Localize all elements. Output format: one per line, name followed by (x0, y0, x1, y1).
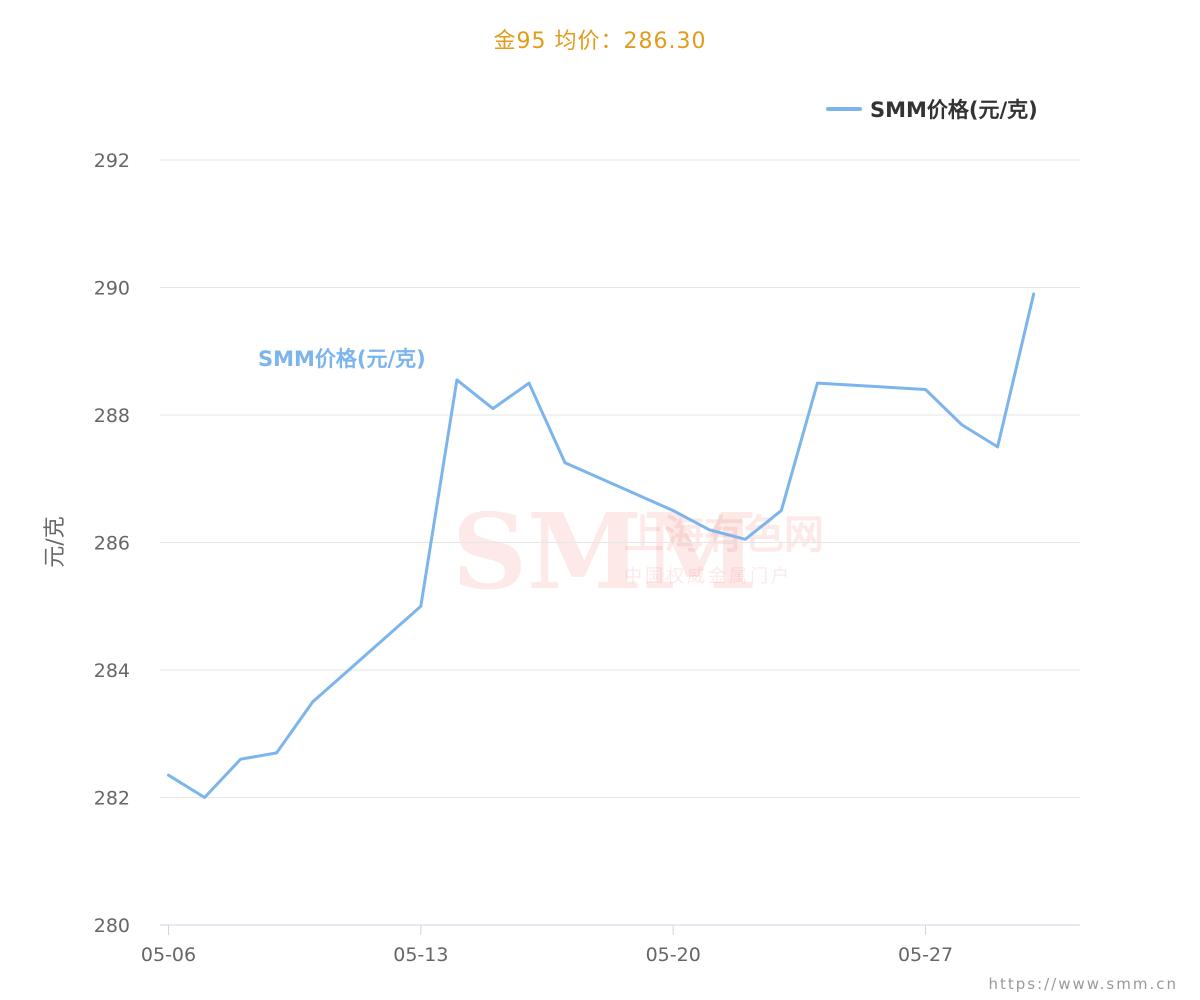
data-point[interactable] (525, 379, 533, 387)
y-tick-label: 284 (94, 660, 130, 682)
series-line[interactable] (167, 292, 1036, 799)
watermark: SMM 上海有色网 中国权威金属门户 (452, 490, 824, 613)
data-point[interactable] (813, 379, 821, 387)
y-tick-label: 282 (94, 788, 130, 810)
data-point[interactable] (237, 755, 245, 763)
x-tick-label: 05-27 (898, 944, 953, 966)
y-tick-label: 286 (94, 533, 130, 555)
legend-label[interactable]: SMM价格(元/克) (870, 98, 1038, 122)
data-point[interactable] (741, 535, 749, 543)
data-point[interactable] (165, 771, 173, 779)
data-point[interactable] (417, 602, 425, 610)
legend[interactable]: SMM价格(元/克) (826, 98, 1038, 122)
data-point[interactable] (273, 749, 281, 757)
data-point[interactable] (561, 459, 569, 467)
watermark-subtitle: 中国权威金属门户 (624, 566, 792, 587)
credit-link[interactable]: https://www.smm.cn (988, 975, 1178, 993)
series-group (165, 290, 1038, 802)
data-point[interactable] (994, 443, 1002, 451)
data-point[interactable] (669, 507, 677, 515)
y-axis-title: 元/克 (43, 516, 68, 567)
grid (160, 159, 1080, 798)
data-point[interactable] (201, 794, 209, 802)
chart-title: 金95 均价：286.30 (494, 29, 707, 54)
x-tick-label: 05-20 (646, 944, 701, 966)
x-axis-ticks: 05-06 05-13 05-20 05-27 (141, 925, 953, 966)
data-point[interactable] (922, 386, 930, 394)
y-tick-label: 290 (94, 278, 130, 300)
y-axis-ticks: 280 282 284 286 288 290 292 (94, 150, 130, 937)
data-point[interactable] (489, 405, 497, 413)
watermark-logo: SMM (452, 490, 757, 613)
series-inline-label: SMM价格(元/克) (258, 347, 426, 371)
data-point[interactable] (1030, 290, 1038, 298)
data-point[interactable] (777, 507, 785, 515)
x-tick-label: 05-13 (393, 944, 448, 966)
x-tick-label: 05-06 (141, 944, 196, 966)
y-tick-label: 288 (94, 405, 130, 427)
data-point[interactable] (705, 526, 713, 534)
data-point[interactable] (453, 376, 461, 384)
data-point[interactable] (958, 421, 966, 429)
data-point[interactable] (309, 698, 317, 706)
y-tick-label: 280 (94, 915, 130, 937)
y-tick-label: 292 (94, 150, 130, 172)
